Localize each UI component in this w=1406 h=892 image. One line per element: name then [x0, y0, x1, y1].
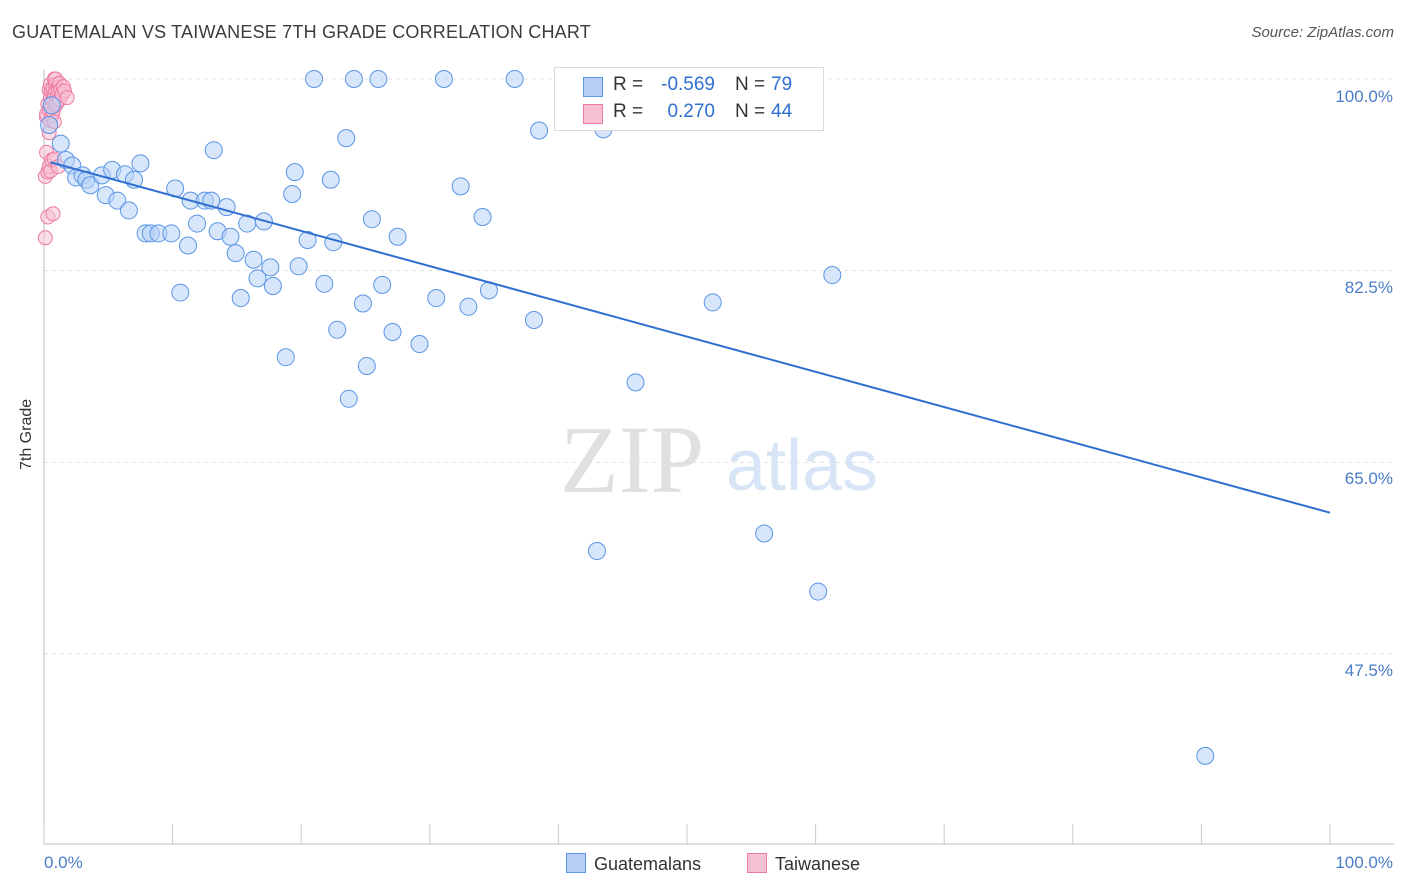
guatemalan-point — [188, 214, 207, 233]
guatemalan-point — [357, 356, 376, 375]
guatemalan-point — [289, 257, 308, 276]
guatemalan-point — [505, 70, 524, 88]
guatemalan-point — [298, 231, 317, 249]
y-tick-label-82-5: 82.5% — [1344, 278, 1393, 297]
guatemalan-point — [410, 335, 429, 354]
guatemalan-point — [171, 283, 190, 302]
chart-title: GUATEMALAN VS TAIWANESE 7TH GRADE CORREL… — [12, 22, 591, 42]
guatemalan-point — [524, 310, 543, 329]
guatemalan-point — [261, 258, 280, 277]
blue-swatch-icon — [566, 853, 586, 873]
guatemalan-point — [204, 141, 223, 160]
guatemalans-points — [40, 70, 1215, 765]
stats-row-guatemalans: R = -0.569 N = 79 — [555, 74, 823, 100]
guatemalan-point — [244, 250, 263, 269]
guatemalan-point — [373, 275, 392, 294]
guatemalan-point — [388, 227, 407, 246]
grid-lines — [44, 78, 1394, 655]
axes — [43, 70, 1394, 845]
source-credit: Source: ZipAtlas.com — [1251, 24, 1394, 41]
guatemalan-point — [42, 96, 61, 115]
watermark-atlas: atlas — [726, 426, 878, 506]
taiwanese-point — [45, 206, 61, 222]
guatemalan-point — [809, 582, 828, 601]
guatemalan-point — [119, 201, 138, 220]
watermark: ZIP atlas — [560, 406, 878, 513]
guatemalan-point — [328, 320, 347, 339]
guatemalan-point — [434, 70, 453, 88]
guatemalan-point — [305, 70, 324, 88]
guatemalan-point — [459, 297, 478, 316]
n-label: N = — [735, 74, 766, 95]
y-tick-label-65: 65.0% — [1344, 469, 1393, 488]
guatemalan-point — [344, 70, 363, 88]
guatemalan-point — [321, 170, 340, 189]
n-value: 79 — [771, 74, 793, 95]
guatemalan-point — [587, 542, 606, 561]
guatemalan-point — [383, 323, 402, 341]
guatemalan-point — [337, 129, 356, 148]
x-tick-label-100: 100.0% — [1335, 853, 1393, 872]
r-label: R = — [613, 101, 644, 122]
y-tick-label-100: 100.0% — [1335, 87, 1393, 106]
guatemalan-point — [51, 134, 70, 153]
guatemalan-point — [626, 373, 645, 392]
guatemalan-point — [108, 191, 127, 210]
guatemalan-point — [40, 116, 59, 134]
guatemalan-point — [473, 208, 492, 226]
guatemalan-point — [248, 269, 267, 288]
taiwanese-point — [37, 230, 53, 246]
stats-box: R = -0.569 N = 79 R = 0.270 N = 44 — [554, 67, 824, 131]
blue-swatch-icon — [583, 77, 603, 97]
y-tick-label-47-5: 47.5% — [1344, 661, 1393, 680]
guatemalan-point — [283, 185, 302, 203]
y-axis-label: 7th Grade — [18, 398, 35, 470]
guatemalan-point — [179, 236, 198, 255]
guatemalan-point — [315, 274, 334, 293]
guatemalan-point — [162, 224, 181, 243]
guatemalan-point — [703, 293, 722, 312]
guatemalan-point — [353, 294, 372, 313]
guatemalan-point — [339, 389, 358, 408]
guatemalan-point — [755, 524, 774, 543]
n-label: N = — [735, 101, 766, 122]
watermark-zip: ZIP — [560, 406, 704, 513]
guatemalan-point — [285, 163, 304, 182]
guatemalan-point — [451, 177, 470, 196]
r-value: 0.270 — [667, 101, 715, 122]
pink-swatch-icon — [583, 104, 603, 124]
trend-line — [50, 161, 1331, 514]
legend-item-guatemalans[interactable]: Guatemalans — [566, 853, 701, 875]
guatemalan-point — [131, 154, 150, 173]
guatemalan-point — [427, 289, 446, 308]
guatemalan-point — [221, 227, 240, 246]
x-tick-label-0: 0.0% — [44, 853, 83, 872]
guatemalan-point — [226, 244, 245, 263]
taiwanese-point — [59, 90, 75, 106]
stats-row-taiwanese: R = 0.270 N = 44 — [555, 101, 823, 127]
guatemalan-point — [362, 210, 381, 229]
legend-label: Taiwanese — [775, 854, 861, 874]
legend-label: Guatemalans — [594, 854, 702, 874]
guatemalan-point — [231, 289, 250, 308]
legend-item-taiwanese[interactable]: Taiwanese — [747, 853, 860, 875]
guatemalan-point — [369, 70, 388, 88]
guatemalan-point — [1196, 746, 1215, 765]
guatemalan-point — [263, 277, 282, 295]
guatemalan-point — [81, 176, 100, 195]
guatemalan-point — [276, 348, 295, 367]
r-value: -0.569 — [661, 74, 715, 95]
trend-lines — [50, 161, 1331, 514]
r-label: R = — [613, 74, 644, 95]
guatemalan-point — [530, 121, 549, 140]
n-value: 44 — [771, 101, 793, 122]
pink-swatch-icon — [747, 853, 767, 873]
guatemalan-point — [823, 266, 842, 285]
